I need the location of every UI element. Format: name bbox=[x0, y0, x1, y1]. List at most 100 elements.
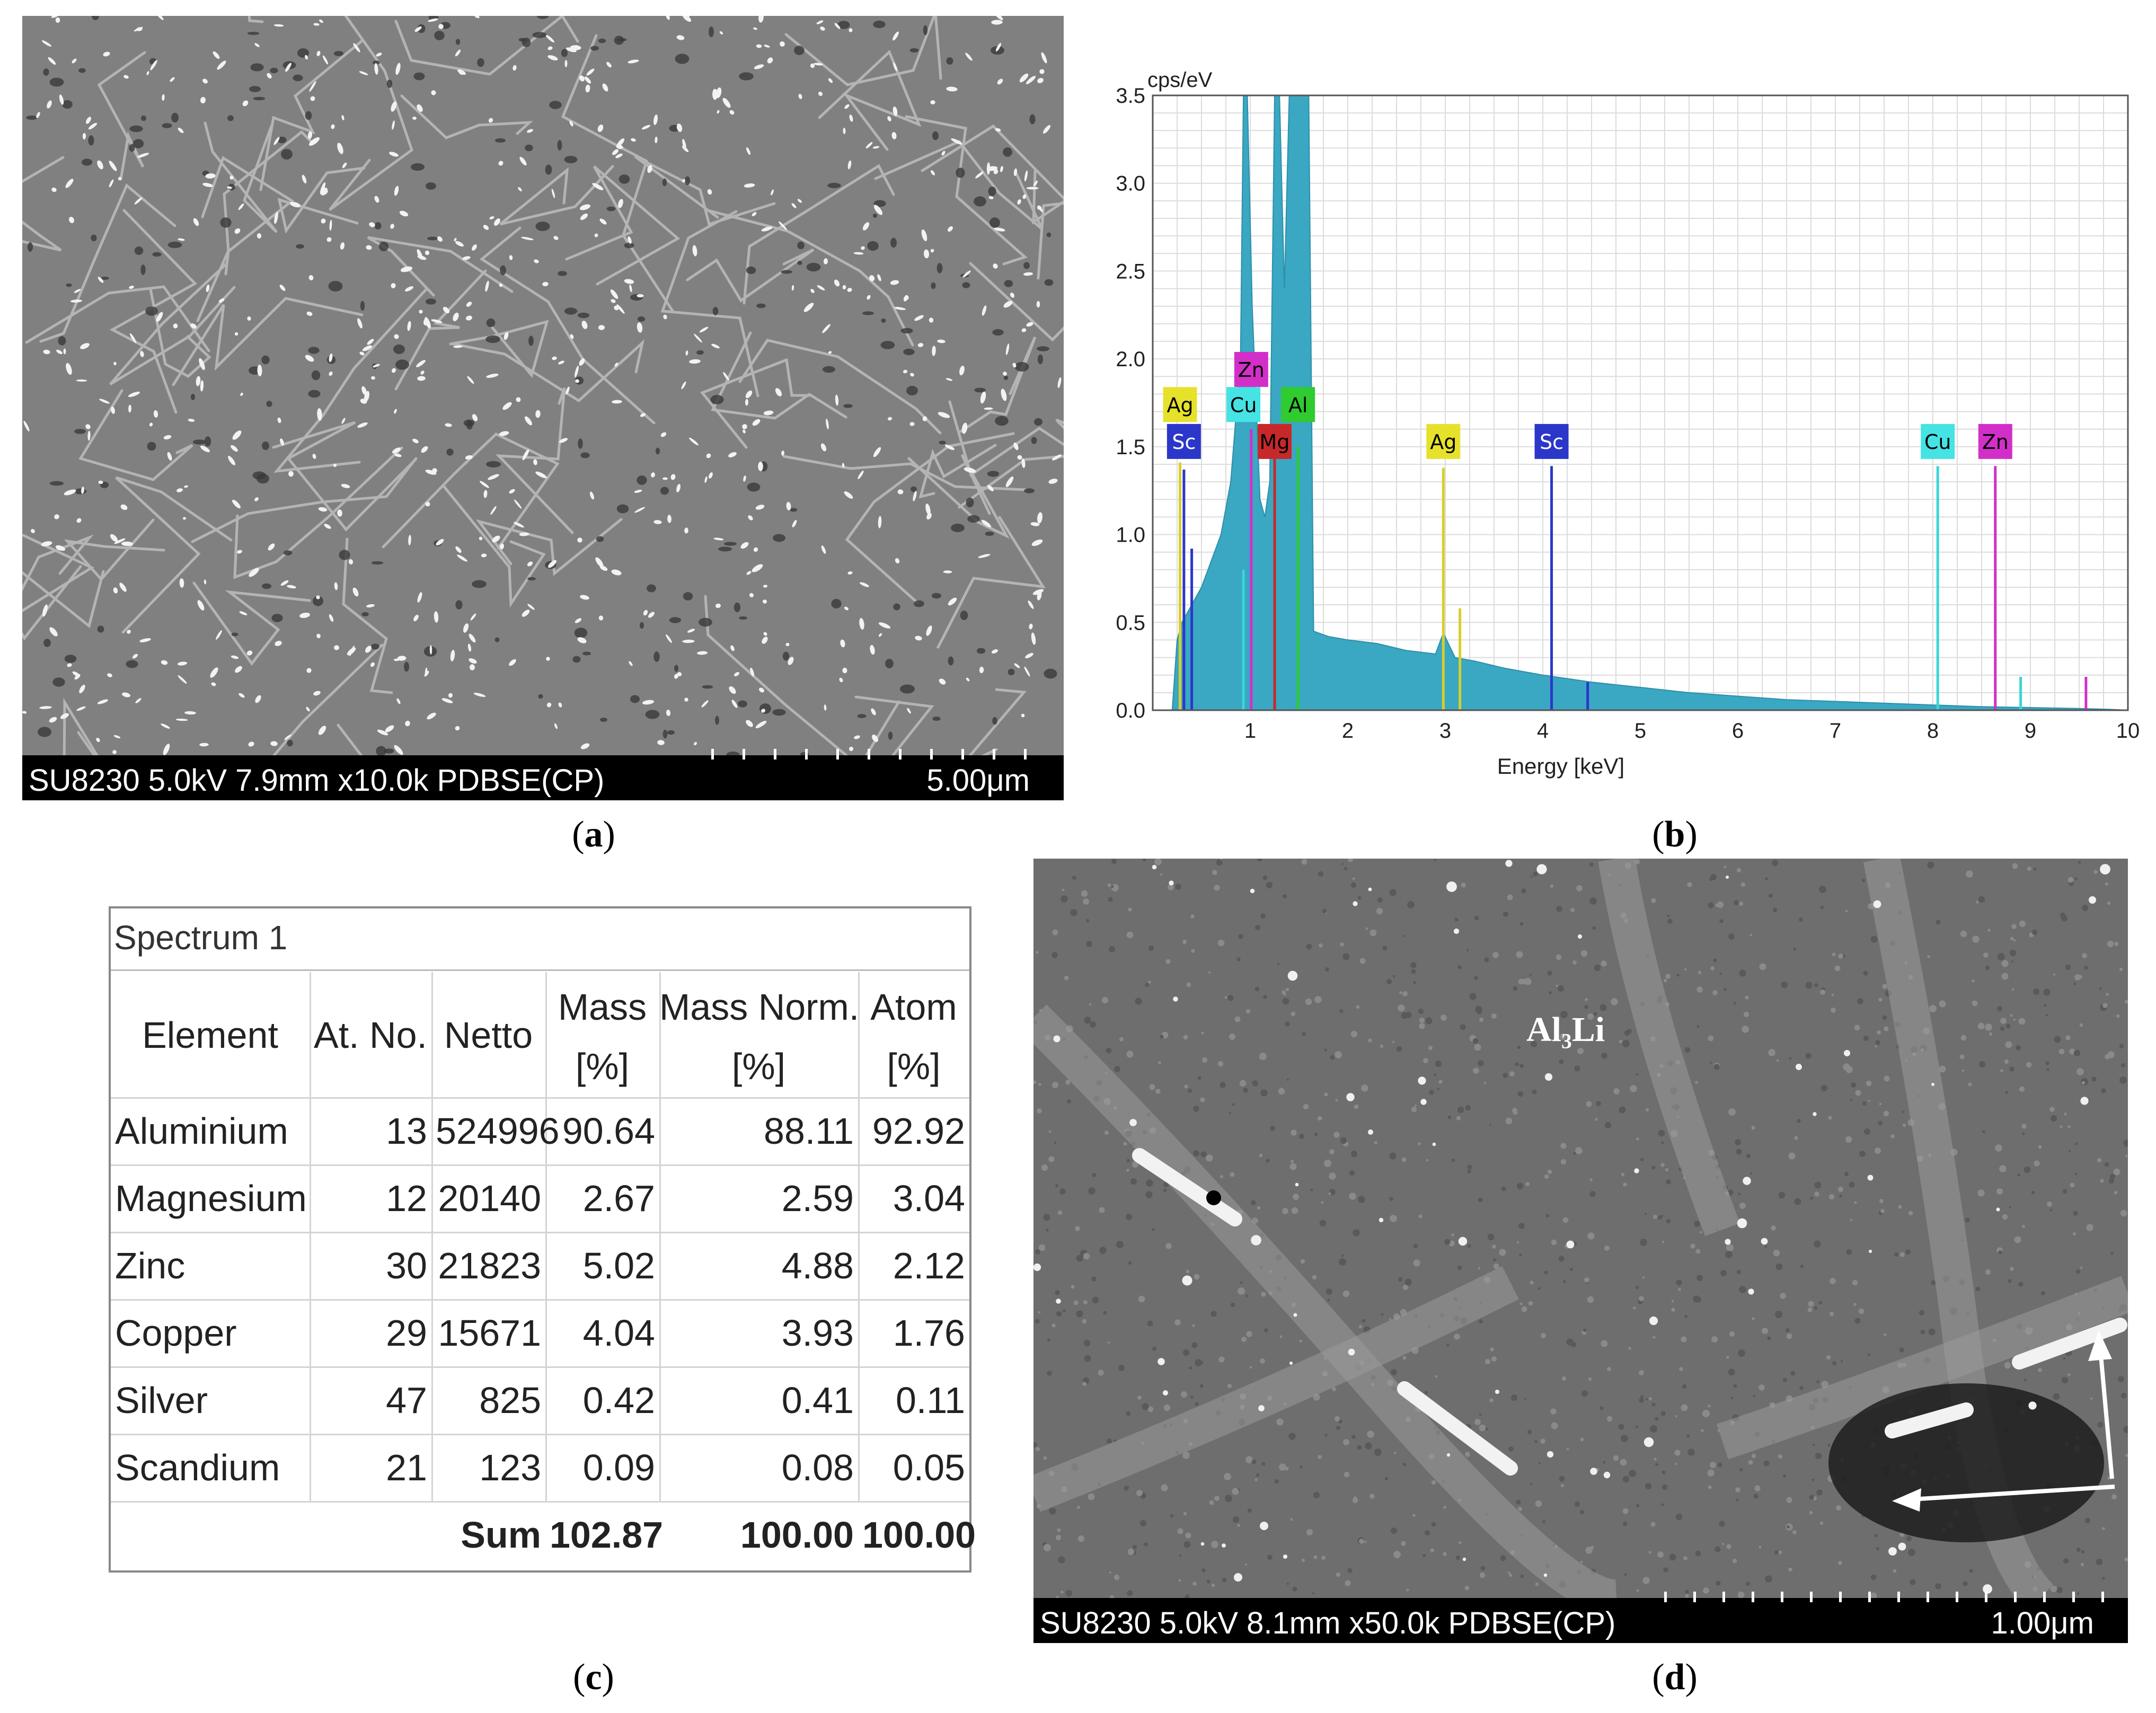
dark-pit bbox=[967, 515, 980, 523]
precipitate bbox=[128, 404, 131, 413]
precipitate bbox=[861, 246, 865, 250]
speckle bbox=[1216, 859, 1223, 866]
precipitate bbox=[341, 418, 346, 424]
precipitate bbox=[907, 708, 911, 714]
speckle bbox=[1965, 1217, 1970, 1223]
speckle bbox=[1666, 1179, 1671, 1185]
precipitate bbox=[865, 142, 873, 149]
bright-spot bbox=[1996, 1207, 2000, 1212]
bright-spot bbox=[1200, 1542, 1205, 1546]
speckle bbox=[1533, 871, 1538, 877]
speckle bbox=[2119, 967, 2123, 972]
x-tick-label: 2 bbox=[1342, 719, 1354, 743]
precipitate bbox=[41, 40, 52, 47]
speckle bbox=[1313, 1491, 1320, 1499]
speckle bbox=[1412, 1514, 1416, 1517]
precipitate bbox=[780, 41, 785, 47]
speckle bbox=[1152, 1228, 1155, 1231]
precipitate bbox=[161, 723, 170, 729]
speckle bbox=[1899, 1347, 1904, 1353]
speckle bbox=[1794, 1136, 1798, 1140]
precipitate bbox=[453, 345, 463, 348]
speckle bbox=[1082, 1382, 1086, 1386]
speckle bbox=[1376, 907, 1383, 915]
speckle bbox=[1489, 1398, 1494, 1402]
speckle bbox=[1038, 1311, 1041, 1314]
dark-pit bbox=[545, 164, 552, 175]
table-sum-cell: 102.87 bbox=[550, 1514, 664, 1556]
speckle bbox=[1845, 1136, 1852, 1143]
speckle bbox=[1538, 1287, 1541, 1290]
precipitate bbox=[1019, 73, 1029, 83]
speckle bbox=[1339, 1258, 1346, 1266]
speckle bbox=[1454, 917, 1459, 922]
precipitate bbox=[979, 666, 984, 674]
precipitate bbox=[842, 463, 845, 468]
precipitate bbox=[740, 542, 749, 549]
dark-pit bbox=[62, 100, 73, 109]
speckle bbox=[1339, 1009, 1344, 1013]
speckle bbox=[1738, 1349, 1745, 1357]
grain-boundary bbox=[196, 156, 295, 322]
precipitate bbox=[752, 212, 757, 216]
peak-label-box bbox=[1258, 423, 1292, 459]
bright-spot bbox=[1251, 1235, 1261, 1246]
precipitate bbox=[394, 745, 403, 755]
table-header-cell: Atom bbox=[870, 986, 957, 1028]
speckle bbox=[1611, 998, 1618, 1005]
speckle bbox=[1065, 1080, 1071, 1085]
table-header-cell: [%] bbox=[887, 1046, 941, 1087]
speckle bbox=[1695, 1550, 1701, 1557]
scale-tick bbox=[993, 749, 995, 760]
precipitate bbox=[79, 684, 85, 694]
peak-label-text: Ag bbox=[1167, 393, 1193, 417]
speckle bbox=[1052, 952, 1058, 958]
speckle bbox=[1517, 1045, 1521, 1049]
speckle bbox=[1846, 1249, 1852, 1255]
speckle bbox=[1620, 1459, 1627, 1466]
speckle bbox=[1807, 1307, 1813, 1312]
speckle bbox=[2073, 982, 2077, 985]
speckle bbox=[1391, 1369, 1397, 1375]
scale-tick bbox=[1927, 1592, 1929, 1602]
speckle bbox=[1866, 1080, 1872, 1087]
speckle bbox=[1594, 964, 1601, 972]
precipitate bbox=[684, 697, 688, 702]
precipitate bbox=[374, 196, 379, 203]
speckle bbox=[1263, 995, 1267, 999]
speckle bbox=[2124, 1557, 2128, 1561]
bright-spot bbox=[1295, 1182, 1299, 1187]
precipitate bbox=[873, 447, 881, 457]
bright-spot bbox=[1748, 1288, 1754, 1295]
precipitate bbox=[231, 445, 238, 452]
precipitate bbox=[862, 222, 870, 231]
speckle bbox=[1559, 1033, 1567, 1040]
precipitate bbox=[743, 429, 746, 434]
precipitate bbox=[74, 289, 81, 293]
precipitate bbox=[548, 560, 556, 568]
speckle bbox=[1517, 1091, 1524, 1097]
precipitate bbox=[925, 504, 931, 515]
precipitate bbox=[1031, 632, 1036, 645]
precipitate bbox=[417, 255, 427, 260]
precipitate bbox=[842, 667, 847, 674]
dark-pit bbox=[794, 46, 805, 55]
speckle bbox=[1619, 1106, 1626, 1114]
bright-spot bbox=[1643, 1437, 1654, 1447]
dark-pit bbox=[376, 746, 386, 755]
table-cell: 0.42 bbox=[582, 1380, 655, 1421]
precipitate bbox=[113, 587, 118, 594]
speckle bbox=[1254, 986, 1260, 992]
dark-pit bbox=[472, 580, 487, 588]
speckle bbox=[1386, 978, 1392, 985]
speckle bbox=[1788, 1152, 1796, 1160]
precipitate bbox=[534, 259, 539, 263]
speckle bbox=[1135, 997, 1142, 1005]
precipitate bbox=[455, 49, 461, 57]
precipitate bbox=[1037, 205, 1042, 210]
speckle bbox=[1344, 1471, 1350, 1478]
dark-pit bbox=[647, 584, 656, 593]
precipitate bbox=[598, 325, 605, 330]
speckle bbox=[1737, 1591, 1745, 1598]
speckle bbox=[1061, 895, 1068, 903]
